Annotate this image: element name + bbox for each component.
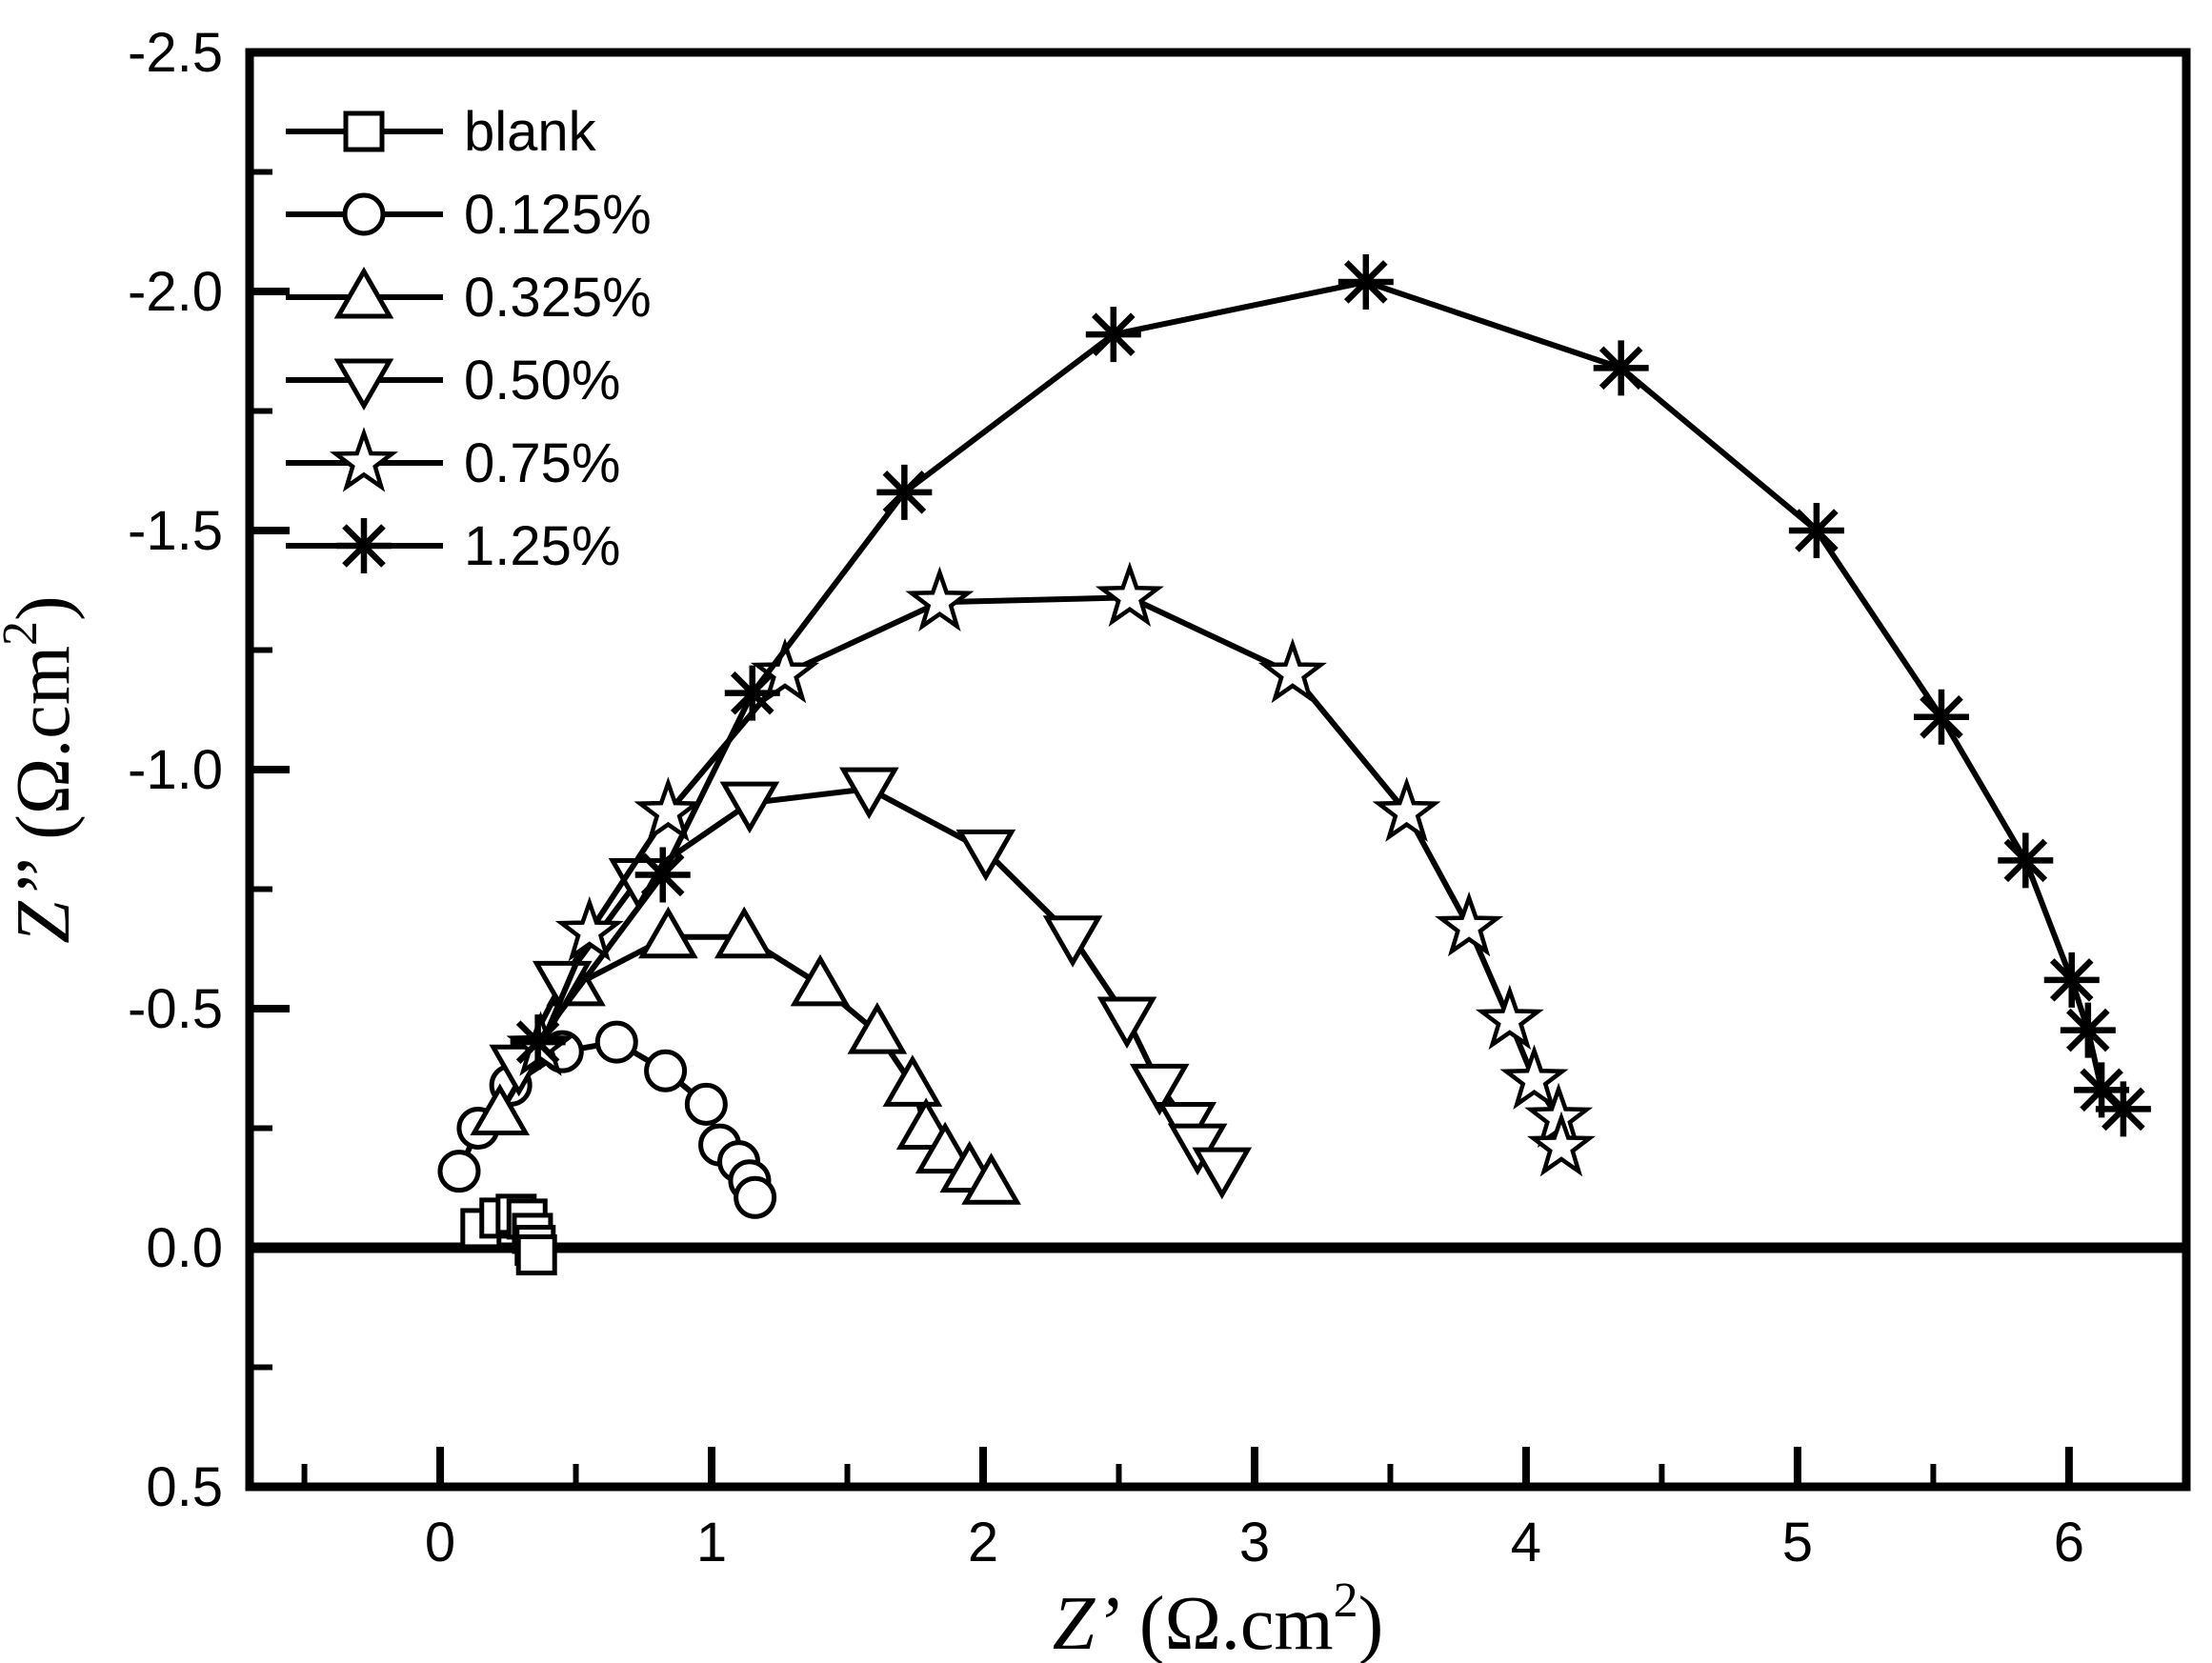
legend-marker-square-icon: [343, 110, 385, 152]
series-markers-0.125%: [437, 1020, 777, 1219]
y-tick-label: -1.0: [128, 739, 223, 801]
x-axis-label: Z’ (Ω.cm2): [1053, 1573, 1384, 1663]
legend-marker-triangle-up-icon: [333, 266, 394, 319]
series-blank: [460, 1193, 557, 1276]
series-markers-blank: [460, 1193, 557, 1276]
legend: blank 0.125% 0.325% 0.50% 0.75% 1.25%: [286, 101, 652, 577]
legend-item-0.50%: 0.50%: [286, 350, 620, 411]
x-tick-labels: 0 1 2 3 4 5 6: [425, 1512, 2084, 1573]
legend-label: 0.325%: [464, 267, 652, 329]
x-tick-label: 3: [1239, 1512, 1270, 1573]
series-markers-1.25%: [510, 253, 2151, 1137]
series-markers-0.50%: [489, 767, 1253, 1200]
legend-marker-circle-icon: [342, 192, 386, 236]
legend-item-0.325%: 0.325%: [286, 266, 652, 329]
y-tick-labels: -2.5 -2.0 -1.5 -1.0 -0.5 0.0 0.5: [128, 22, 223, 1518]
legend-item-blank: blank: [286, 101, 597, 163]
legend-label: 0.125%: [464, 184, 652, 246]
legend-marker-asterisk-icon: [336, 518, 392, 573]
x-tick-label: 2: [968, 1512, 998, 1573]
x-tick-label: 5: [1782, 1512, 1813, 1573]
y-tick-label: -0.5: [128, 978, 223, 1040]
x-tick-label: 6: [2054, 1512, 2084, 1573]
series-0.75%: [506, 561, 1597, 1177]
y-tick-label: -2.5: [128, 22, 223, 84]
y-tick-label: -1.5: [128, 500, 223, 562]
legend-label: 0.75%: [464, 432, 620, 494]
legend-item-0.125%: 0.125%: [286, 184, 652, 246]
y-tick-label: 0.5: [146, 1456, 223, 1518]
series-markers-0.75%: [506, 561, 1597, 1177]
series-0.50%: [489, 767, 1253, 1200]
y-tick-label: -2.0: [128, 261, 223, 323]
legend-marker-star-icon: [329, 427, 399, 492]
y-tick-label: 0.0: [146, 1217, 223, 1279]
legend-label: 0.50%: [464, 350, 620, 411]
legend-marker-triangle-down-icon: [333, 358, 394, 411]
series-markers-0.325%: [470, 906, 1021, 1205]
y-axis-label: Z’’ (Ω.cm2): [0, 595, 86, 943]
legend-item-0.75%: 0.75%: [286, 427, 620, 494]
legend-item-1.25%: 1.25%: [286, 515, 620, 577]
x-tick-label: 1: [696, 1512, 727, 1573]
x-tick-label: 0: [425, 1512, 455, 1573]
x-tick-label: 4: [1511, 1512, 1541, 1573]
legend-label: blank: [464, 101, 597, 163]
series-0.325%: [470, 906, 1021, 1205]
axis-ticks: [250, 49, 2073, 1491]
legend-label: 1.25%: [464, 515, 620, 577]
series-1.25%: [510, 253, 2151, 1137]
